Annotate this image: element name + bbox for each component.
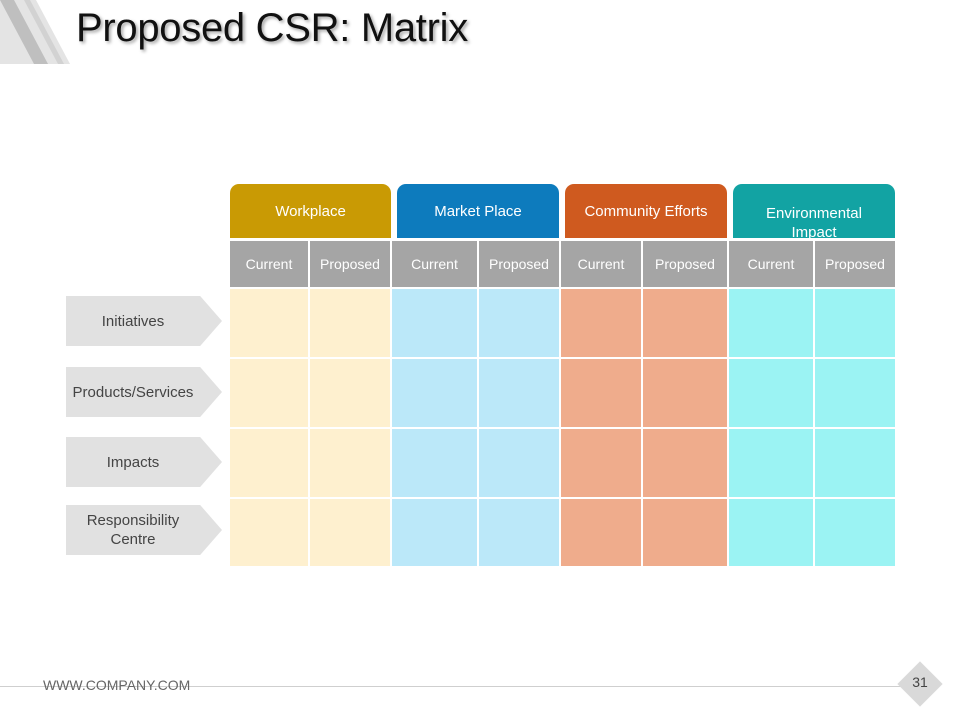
category-header-environmental-impact: Environmental Impact <box>733 184 895 241</box>
sub-column-header: Current <box>392 241 477 287</box>
row-label-products-services: Products/Services <box>66 367 222 417</box>
footer-url: WWW.COMPANY.COM <box>43 677 191 693</box>
sub-column-header: Proposed <box>310 241 390 287</box>
page-title: Proposed CSR: Matrix <box>76 6 468 50</box>
matrix-cell <box>479 429 559 497</box>
matrix-cell <box>815 359 895 427</box>
matrix-cell <box>815 429 895 497</box>
matrix-cell <box>310 359 390 427</box>
matrix-cell <box>643 289 727 357</box>
row-label-initiatives: Initiatives <box>66 296 222 346</box>
matrix-cell <box>643 359 727 427</box>
matrix-cell <box>479 289 559 357</box>
matrix-cell <box>561 429 641 497</box>
matrix-cell <box>815 499 895 566</box>
matrix-cell <box>230 289 308 357</box>
category-label: Workplace <box>275 202 346 220</box>
category-label: Market Place <box>434 202 522 220</box>
matrix-cell <box>479 499 559 566</box>
matrix-cell <box>392 429 477 497</box>
row-label-impacts: Impacts <box>66 437 222 487</box>
matrix-cell <box>561 359 641 427</box>
matrix-cell <box>479 359 559 427</box>
matrix-cell <box>310 499 390 566</box>
corner-decoration <box>0 0 70 64</box>
sub-column-header: Proposed <box>479 241 559 287</box>
category-header-community-efforts: Community Efforts <box>565 184 727 238</box>
matrix-cell <box>561 289 641 357</box>
matrix-cell <box>729 499 813 566</box>
matrix-cell <box>643 499 727 566</box>
matrix-cell <box>561 499 641 566</box>
category-header-market-place: Market Place <box>397 184 559 238</box>
matrix-cell <box>310 289 390 357</box>
matrix-cell <box>729 359 813 427</box>
sub-column-header: Current <box>230 241 308 287</box>
sub-column-header: Current <box>729 241 813 287</box>
matrix-cell <box>310 429 390 497</box>
category-label: Environmental Impact <box>766 205 862 241</box>
matrix-cell <box>729 429 813 497</box>
row-label-responsibility-centre: Responsibility Centre <box>66 505 222 555</box>
sub-column-header: Proposed <box>643 241 727 287</box>
matrix-cell <box>815 289 895 357</box>
matrix-cell <box>392 359 477 427</box>
matrix-cell <box>392 289 477 357</box>
matrix-cell <box>729 289 813 357</box>
matrix-cell <box>392 499 477 566</box>
sub-column-header: Proposed <box>815 241 895 287</box>
matrix-cell <box>230 359 308 427</box>
page-number: 31 <box>912 674 928 690</box>
footer-divider <box>0 686 915 687</box>
matrix-cell <box>230 499 308 566</box>
sub-column-header: Current <box>561 241 641 287</box>
category-header-workplace: Workplace <box>230 184 391 238</box>
matrix-cell <box>643 429 727 497</box>
matrix-cell <box>230 429 308 497</box>
category-label: Community Efforts <box>584 202 708 220</box>
